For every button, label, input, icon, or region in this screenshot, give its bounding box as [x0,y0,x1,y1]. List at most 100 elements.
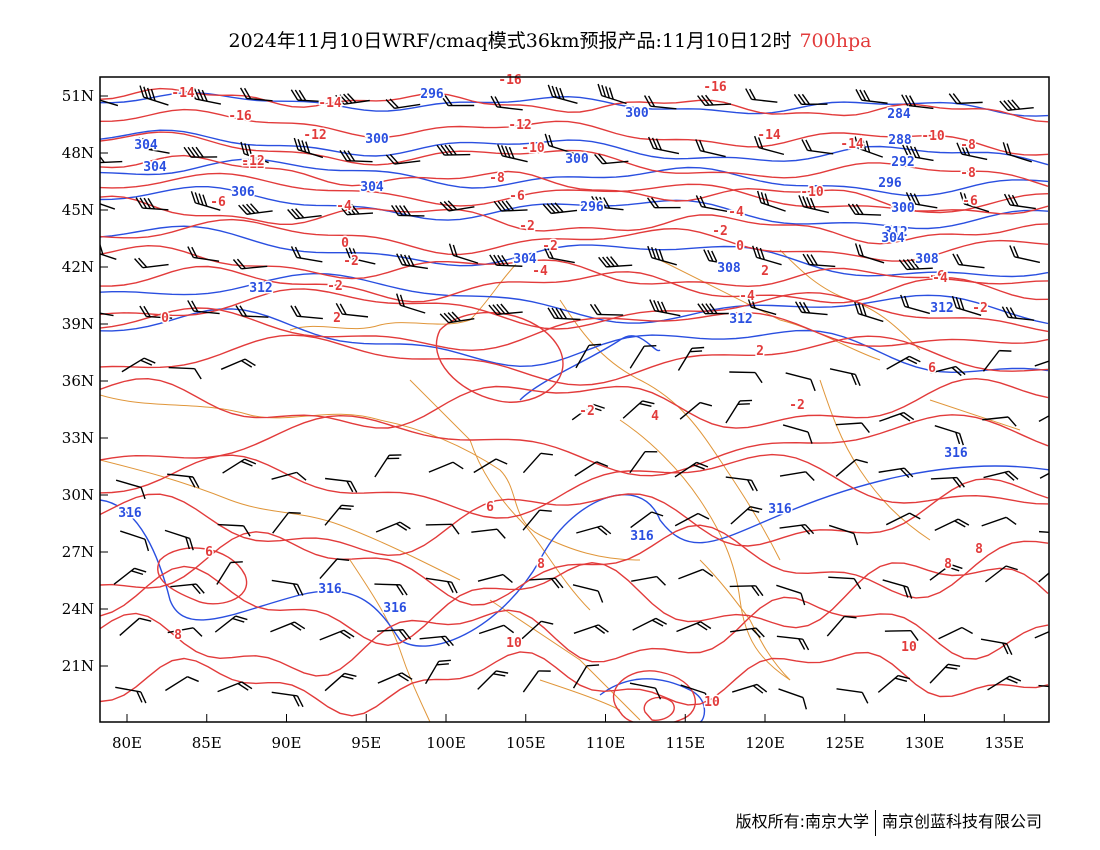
wind-barb [732,683,768,694]
height-label: 304 [143,160,167,175]
wind-barb [776,584,806,606]
wind-barb [547,307,581,321]
lat-tick-label: 51N [62,87,94,105]
wind-barb [1038,408,1049,423]
wind-barb [344,246,376,265]
temperature-label: 0 [161,311,169,326]
wind-barb [730,506,763,525]
temperature-label: -2 [343,254,359,269]
wind-barb [425,523,460,535]
wind-barb [428,461,464,473]
wind-barb [785,372,816,392]
wind-barb [190,191,221,211]
wind-barb [522,670,551,693]
height-label: 308 [915,252,939,267]
wind-barb [828,524,859,546]
wind-barb [375,521,411,533]
wind-barb [794,301,828,316]
wind-barb [270,621,306,633]
wind-barb [802,253,836,268]
wind-barb [324,672,357,692]
copyright-left: 版权所有:南京大学 [735,812,869,831]
height-label: 308 [717,261,741,276]
border-line [409,379,591,611]
temperature-label: -6 [962,194,978,209]
wind-barb [573,624,609,634]
wind-barb [882,579,913,599]
wind-barb [377,672,413,684]
wind-barb [419,635,454,647]
wind-barb [170,583,205,595]
wind-barb [798,195,829,214]
temperature-label: -4 [336,199,352,214]
wind-barb [782,424,813,444]
temperature-label: -12 [241,154,264,169]
wind-barb [725,476,758,492]
wind-barb [649,299,681,317]
wind-barb [572,664,600,689]
wind-barb [439,200,475,212]
lat-tick-label: 33N [62,429,94,447]
copyright-separator [874,809,876,836]
wind-barb [521,620,554,640]
wind-barb [900,294,931,315]
copyright-right: 南京创蓝科技有限公司 [881,812,1042,831]
wind-barb [679,401,713,420]
wind-barb [216,561,243,585]
wind-barb [544,133,574,155]
border-line [659,259,881,361]
wind-barb [981,516,1017,527]
wind-barb [217,523,251,537]
wind-barb [879,411,915,422]
wind-barb [214,615,248,633]
height-isoline [100,186,1049,230]
temperature-label: -6 [929,269,945,284]
wind-barb [290,305,323,320]
wind-barb [167,627,203,637]
wind-barb [884,629,919,641]
wind-barb [377,629,412,640]
wind-barb [983,470,1019,481]
height-isoline [100,158,1049,197]
border-line [539,679,621,711]
wind-barb [1038,564,1049,583]
temperature-label: -2 [972,301,988,316]
lat-tick-label: 36N [62,372,94,390]
temperature-label: 8 [975,542,983,557]
temperature-label: -2 [327,279,343,294]
lat-tick-label: 24N [62,600,94,618]
wind-barb [778,688,808,710]
wind-barb [629,344,657,369]
height-label: 304 [881,231,905,246]
latitude-axis: 21N 24N 27N 30N 33N 36N 39N 42N 45N 48N 51N [62,87,108,675]
height-label: 312 [249,281,272,296]
wind-barb [647,245,677,266]
wind-barb [930,476,965,488]
temperature-label: -4 [739,289,755,304]
height-isoline [100,92,1049,117]
temperature-label: -14 [171,86,195,101]
wind-barb [542,202,578,215]
wind-barb [576,525,612,536]
wind-barb [829,368,861,387]
wind-barb [951,295,982,316]
height-isoline [100,225,1049,278]
temperature-isoline [100,265,1049,304]
wind-barb [1003,193,1036,210]
height-label: 300 [565,152,589,167]
height-isoline [100,465,1049,647]
wind-barb [220,358,256,370]
temperature-isoline [100,334,1049,386]
wind-barb [680,684,710,706]
wind-barb [956,142,988,161]
province-borders [100,249,1021,722]
lat-tick-label: 48N [62,144,94,162]
wind-barb [697,303,731,315]
temperature-label: -10 [800,185,824,200]
temperature-label: -12 [241,157,264,172]
wind-barb [1038,530,1049,535]
wind-barb [980,638,1013,655]
lat-tick-label: 21N [62,657,94,675]
wind-barb [948,93,983,105]
temperature-isoline [435,311,564,403]
